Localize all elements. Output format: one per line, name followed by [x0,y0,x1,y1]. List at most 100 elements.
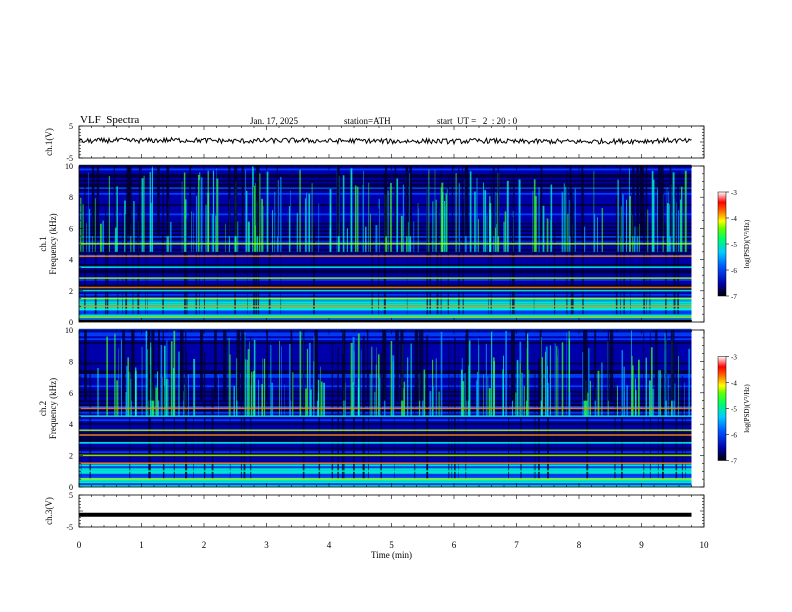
spec-sferic [550,184,553,252]
y-tick-label: 4 [69,256,73,265]
ch1-trace [78,136,692,146]
spec-sferic [629,195,631,252]
spec-sferic [243,334,246,480]
spec-sferic [374,391,376,417]
spec-sferic [680,186,683,252]
spec-sferic [149,364,151,480]
colorbar [717,356,727,461]
spec-sferic [311,183,313,252]
spec-sferic [685,387,686,480]
spec-sferic [597,217,599,252]
spec-sferic [152,166,153,252]
spec-sferic [506,180,509,252]
spec-sferic [240,360,242,480]
spec-sferic [143,175,145,252]
spec-dark-streak [540,166,543,237]
spec-sferic [547,366,548,417]
spec-sferic [270,345,272,417]
spec-sferic [86,223,87,252]
spec-sferic [615,195,618,315]
x-tick-label: 6 [452,540,457,550]
spec-sferic [130,378,132,417]
spec-sferic [375,225,378,252]
spec-sferic [308,193,311,252]
spec-sferic [106,215,109,315]
spec-sferic [402,184,405,252]
spec-sferic [185,332,187,480]
spec-sferic [417,203,419,252]
spec-sferic [635,390,637,417]
spec-band [79,434,692,436]
spec-sferic [448,340,450,480]
spec-sferic [184,210,186,315]
spec-band [79,289,692,292]
spec-dark-streak [241,166,244,237]
spec-sferic [566,171,568,315]
spec-texture-row [79,453,692,455]
spec-sferic [666,203,669,252]
spec-sferic [623,214,625,315]
spec-dark-streak [669,166,672,237]
spec-sferic [518,182,521,252]
spec-sferic [652,388,655,417]
y-tick-label: 0 [69,483,73,492]
spec-sferic [188,374,189,417]
spec-sferic [387,190,389,252]
spec-sferic [474,191,476,252]
spec-sferic [253,339,256,417]
spec-band [79,305,692,307]
spec-dark-streak [223,330,227,401]
spec-sferic [237,221,239,252]
spec-sferic [626,385,628,417]
spec-sferic [320,381,323,417]
spec-sferic [488,388,491,417]
spec-sferic [668,191,669,252]
spec-sferic [266,171,269,252]
spec-sferic [253,185,256,252]
spec-band [79,286,692,289]
spec-sferic [130,224,132,252]
spec-sferic [643,331,645,480]
spec-sferic [464,372,466,417]
spec-texture-row [79,466,692,469]
spec-dark-streak [465,330,469,401]
spec-dark-streak [418,330,420,401]
spec-sferic [152,387,155,417]
spec-dark-streak [665,330,667,401]
spec-dark-streak [461,166,463,237]
spec-sferic [520,362,522,480]
spec-sferic [505,330,507,417]
spec-sferic [675,344,678,480]
spec-sferic [572,203,574,315]
x-tick-label: 3 [264,540,269,550]
spec-sferic [82,204,84,252]
spec-sferic [488,194,489,315]
spec-dark-streak [525,330,527,401]
x-tick-label: 8 [577,540,582,550]
spec-sferic [549,345,551,417]
spec-sferic [186,201,187,252]
spec-sferic [638,223,640,252]
spec-sferic [84,171,86,315]
spec-sferic [162,171,164,315]
spec-sferic [523,386,525,417]
spec-sferic [646,193,647,315]
spec-sferic [320,366,321,417]
spec-sferic [650,347,653,417]
spec-dark-streak [214,330,217,401]
spec-sferic [545,346,548,417]
spec-sferic [116,186,118,252]
colorbar-tick-label: -6 [731,267,737,275]
spec-sferic [350,168,353,252]
spec-sferic [438,391,440,417]
spec-sferic [562,192,564,252]
spec-sferic [636,226,639,252]
spec-sferic [127,357,129,417]
spec-sferic [556,346,558,417]
spec-dark-streak [384,330,387,401]
spec-sferic [625,199,627,252]
spec-sferic [476,371,479,417]
spec-sferic [368,369,369,480]
spec-sferic [400,215,403,252]
spec-dark-streak [138,166,141,237]
